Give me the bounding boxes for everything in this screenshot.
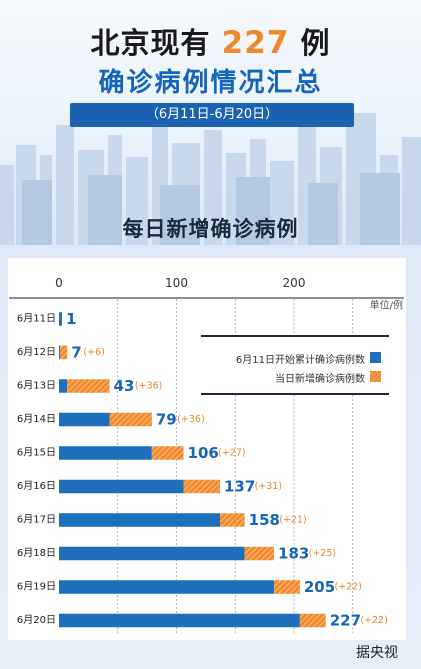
increment-label-9: (+22) — [360, 615, 387, 626]
increment-label-3: (+36) — [177, 414, 204, 425]
legend-label-previous: 6月11日开始累计确诊病例数 — [235, 355, 365, 366]
legend-swatch-previous — [370, 352, 381, 363]
category-label-8: 6月19日 — [17, 581, 56, 593]
title-suffix: 例 — [300, 26, 331, 60]
bar-previous-8 — [59, 580, 275, 594]
main-title: 北京现有 227 例 — [0, 20, 421, 62]
bar-new-2 — [67, 379, 110, 393]
legend-item-new: 当日新增确诊病例数 — [201, 368, 389, 386]
increment-label-1: (+6) — [83, 347, 104, 358]
legend-item-previous: 6月11日开始累计确诊病例数 — [201, 349, 389, 367]
bar-new-4 — [151, 446, 184, 460]
category-label-3: 6月14日 — [17, 413, 56, 425]
chart-legend: 6月11日开始累计确诊病例数 当日新增确诊病例数 — [201, 335, 389, 395]
total-label-9: 227 — [330, 612, 361, 630]
bar-previous-7 — [59, 546, 245, 561]
bar-new-3 — [109, 412, 152, 427]
increment-label-8: (+22) — [334, 582, 361, 593]
bar-new-5 — [183, 479, 220, 494]
category-label-6: 6月17日 — [17, 514, 56, 526]
category-label-1: 6月12日 — [17, 346, 56, 358]
city-skyline-background — [0, 113, 421, 245]
total-label-7: 183 — [278, 545, 309, 563]
date-range-text: （6月11日-6月20日） — [145, 107, 279, 122]
total-label-1: 7 — [71, 344, 81, 362]
bar-new-8 — [274, 580, 300, 594]
source-credit: 据央视 — [356, 645, 398, 661]
legend-swatch-new — [370, 371, 381, 382]
x-tick-label-2: 200 — [283, 276, 306, 290]
category-label-9: 6月20日 — [17, 614, 56, 626]
bar-previous-3 — [59, 412, 110, 427]
category-label-0: 6月11日 — [17, 313, 56, 325]
increment-label-5: (+31) — [255, 481, 282, 492]
total-label-8: 205 — [304, 578, 335, 596]
bar-previous-4 — [59, 446, 152, 460]
bar-previous-5 — [59, 479, 184, 494]
total-label-4: 106 — [188, 444, 219, 462]
legend-label-new: 当日新增确诊病例数 — [275, 374, 365, 385]
unit-label: 单位/例 — [370, 298, 403, 311]
total-label-3: 79 — [156, 411, 177, 429]
bar-previous-0 — [59, 312, 62, 326]
bar-new-1 — [60, 345, 68, 360]
bar-previous-9 — [59, 613, 300, 628]
bar-previous-6 — [59, 513, 220, 527]
category-label-2: 6月13日 — [17, 380, 56, 392]
total-label-2: 43 — [114, 377, 135, 395]
title-prefix: 北京现有 — [90, 26, 211, 60]
bar-new-6 — [219, 513, 245, 527]
x-tick-label-0: 0 — [55, 276, 63, 290]
bar-previous-2 — [59, 379, 68, 393]
chart-panel: 0 100 200 单位/例 6月11日 1 6月12日 7 (+6) 6月13日 43 (+36) 6… — [8, 258, 406, 640]
bar-previous-1 — [59, 345, 61, 360]
x-tick-label-1: 100 — [165, 276, 188, 290]
category-label-4: 6月15日 — [17, 447, 56, 459]
section-title: 每日新增确诊病例 — [122, 217, 299, 241]
increment-label-2: (+36) — [135, 381, 162, 392]
increment-label-4: (+27) — [218, 448, 245, 459]
increment-label-7: (+25) — [309, 548, 336, 559]
increment-label-6: (+21) — [279, 515, 306, 526]
title-subtitle: 确诊病例情况汇总 — [98, 68, 323, 98]
bar-new-9 — [299, 613, 326, 628]
total-label-5: 137 — [224, 478, 255, 496]
title-number: 227 — [221, 25, 290, 61]
category-label-5: 6月16日 — [17, 480, 56, 492]
category-label-7: 6月18日 — [17, 547, 56, 559]
bar-new-7 — [244, 546, 275, 561]
date-range-banner — [70, 103, 354, 127]
total-label-6: 158 — [249, 511, 280, 529]
total-label-0: 1 — [66, 310, 76, 328]
